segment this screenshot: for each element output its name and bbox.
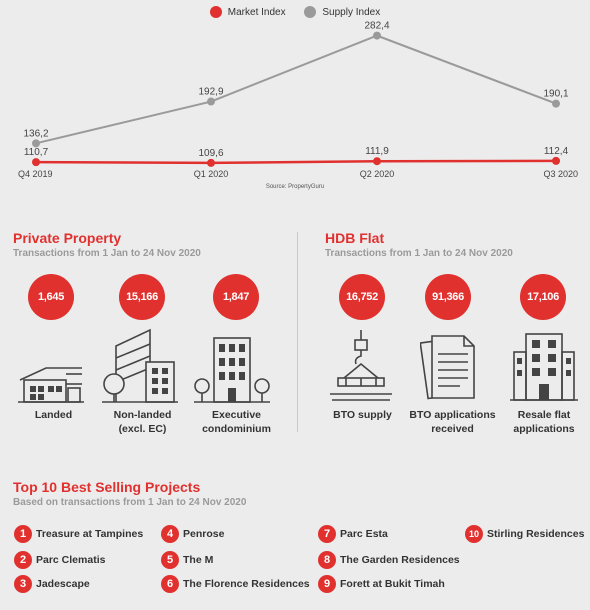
- caption-resale-line1: Resale flat: [517, 409, 571, 421]
- caption-bto-applications-line1: BTO applications: [409, 409, 496, 421]
- legend-item-market: Market Index: [209, 6, 286, 18]
- top10-subtitle: Based on transactions from 1 Jan to 24 N…: [13, 497, 247, 508]
- data-point-market-2: [373, 157, 381, 166]
- caption-bto-supply: BTO supply: [315, 408, 410, 422]
- x-tick-label-1: Q1 2020: [194, 169, 229, 179]
- data-label-supply-1: 192,9: [198, 87, 223, 98]
- project-8: 8 The Garden Residences: [318, 551, 460, 569]
- caption-ec-line2: condominium: [202, 423, 271, 435]
- project-4: 4 Penrose: [161, 525, 224, 543]
- legend-marker-market: [209, 6, 222, 18]
- caption-resale: Resale flat applications: [500, 408, 588, 436]
- data-label-market-1: 109,6: [198, 148, 223, 159]
- legend-marker-supply: [304, 6, 317, 18]
- hdb-block-icon: [510, 333, 578, 401]
- top10-title: Top 10 Best Selling Projects: [13, 479, 201, 495]
- stat-circle-non-landed: 15,166: [119, 274, 165, 320]
- stat-circle-bto-applications: 91,366: [425, 274, 471, 320]
- data-point-supply-2: [373, 31, 381, 40]
- stat-circle-resale: 17,106: [520, 274, 566, 320]
- private-subtitle: Transactions from 1 Jan to 24 Nov 2020: [13, 248, 201, 259]
- caption-non-landed-line1: Non-landed: [113, 409, 172, 421]
- legend-label-supply: Supply Index: [322, 6, 381, 18]
- data-label-market-0: 110,7: [24, 147, 49, 158]
- project-name-4: Penrose: [183, 528, 225, 540]
- data-point-supply-1: [207, 97, 215, 106]
- rank-badge-10: 10: [465, 525, 483, 543]
- condominium-icon: [194, 337, 270, 403]
- data-label-market-2: 111,9: [365, 146, 389, 157]
- rank-badge-4: 4: [161, 525, 179, 543]
- caption-ec-line1: Executive: [211, 409, 262, 421]
- project-name-10: Stirling Residences: [487, 528, 585, 540]
- caption-resale-line2: applications: [513, 423, 575, 435]
- project-5: 5 The M: [161, 551, 213, 569]
- crane-construction-icon: [330, 330, 392, 401]
- data-point-market-1: [207, 158, 215, 167]
- non-landed-building-icon: [102, 328, 178, 403]
- x-tick-label-3: Q3 2020: [543, 169, 578, 179]
- line-chart: 136,2 192,9 282,4 190,1 110,7 109,6 111,9 112,4…: [18, 21, 578, 179]
- x-tick-label-0: Q4 2019: [18, 169, 53, 179]
- caption-ec: Executive condominium: [189, 408, 284, 436]
- data-label-market-3: 112,4: [544, 146, 569, 157]
- project-name-9: Forett at Bukit Timah: [340, 578, 445, 590]
- data-point-supply-3: [552, 99, 560, 108]
- rank-badge-7: 7: [318, 525, 336, 543]
- chart-source: Source: PropertyGuru: [265, 184, 325, 190]
- project-10: 10 Stirling Residences: [465, 525, 584, 543]
- stat-circle-bto-supply: 16,752: [339, 274, 385, 320]
- data-point-market-3: [552, 156, 560, 165]
- project-3: 3 Jadescape: [14, 575, 90, 593]
- project-name-1: Treasure at Tampines: [36, 528, 144, 540]
- caption-non-landed: Non-landed (excl. EC): [95, 408, 190, 436]
- project-2: 2 Parc Clematis: [14, 551, 105, 569]
- series-line-market: [35, 159, 557, 165]
- stat-circle-landed: 1,645: [28, 274, 74, 320]
- project-name-8: The Garden Residences: [340, 554, 460, 566]
- legend-item-supply: Supply Index: [304, 6, 380, 18]
- caption-landed-line1: Landed: [34, 409, 73, 421]
- section-divider: [297, 232, 298, 432]
- project-7: 7 Parc Esta: [318, 525, 388, 543]
- caption-landed: Landed: [6, 408, 101, 422]
- rank-badge-6: 6: [161, 575, 179, 593]
- landed-house-icon: [18, 367, 84, 403]
- x-tick-label-2: Q2 2020: [360, 169, 395, 179]
- rank-badge-9: 9: [318, 575, 336, 593]
- hdb-subtitle: Transactions from 1 Jan to 24 Nov 2020: [325, 248, 513, 259]
- project-6: 6 The Florence Residences: [161, 575, 310, 593]
- project-name-5: The M: [183, 554, 214, 566]
- rank-badge-3: 3: [14, 575, 32, 593]
- caption-bto-applications-line2: received: [431, 423, 474, 435]
- project-name-3: Jadescape: [36, 578, 90, 590]
- project-9: 9 Forett at Bukit Timah: [318, 575, 445, 593]
- caption-bto-supply-line1: BTO supply: [333, 409, 392, 421]
- project-name-2: Parc Clematis: [36, 554, 106, 566]
- private-title: Private Property: [13, 230, 122, 246]
- legend-label-market: Market Index: [227, 6, 286, 18]
- chart-legend: Market Index Supply Index: [0, 6, 590, 21]
- data-label-supply-3: 190,1: [543, 89, 568, 100]
- caption-bto-applications: BTO applications received: [400, 408, 505, 436]
- rank-badge-8: 8: [318, 551, 336, 569]
- data-label-supply-2: 282,4: [364, 21, 389, 32]
- data-point-market-0: [32, 158, 40, 167]
- data-label-supply-0: 136,2: [23, 128, 48, 139]
- rank-badge-5: 5: [161, 551, 179, 569]
- project-1: 1 Treasure at Tampines: [14, 525, 143, 543]
- stat-circle-ec: 1,847: [213, 274, 259, 320]
- documents-icon: [420, 335, 475, 400]
- series-line-supply: [35, 34, 557, 145]
- caption-non-landed-line2: (excl. EC): [118, 423, 167, 435]
- project-name-7: Parc Esta: [340, 528, 388, 540]
- hdb-title: HDB Flat: [325, 230, 385, 246]
- project-name-6: The Florence Residences: [183, 578, 310, 590]
- rank-badge-1: 1: [14, 525, 32, 543]
- rank-badge-2: 2: [14, 551, 32, 569]
- data-point-supply-0: [32, 139, 40, 148]
